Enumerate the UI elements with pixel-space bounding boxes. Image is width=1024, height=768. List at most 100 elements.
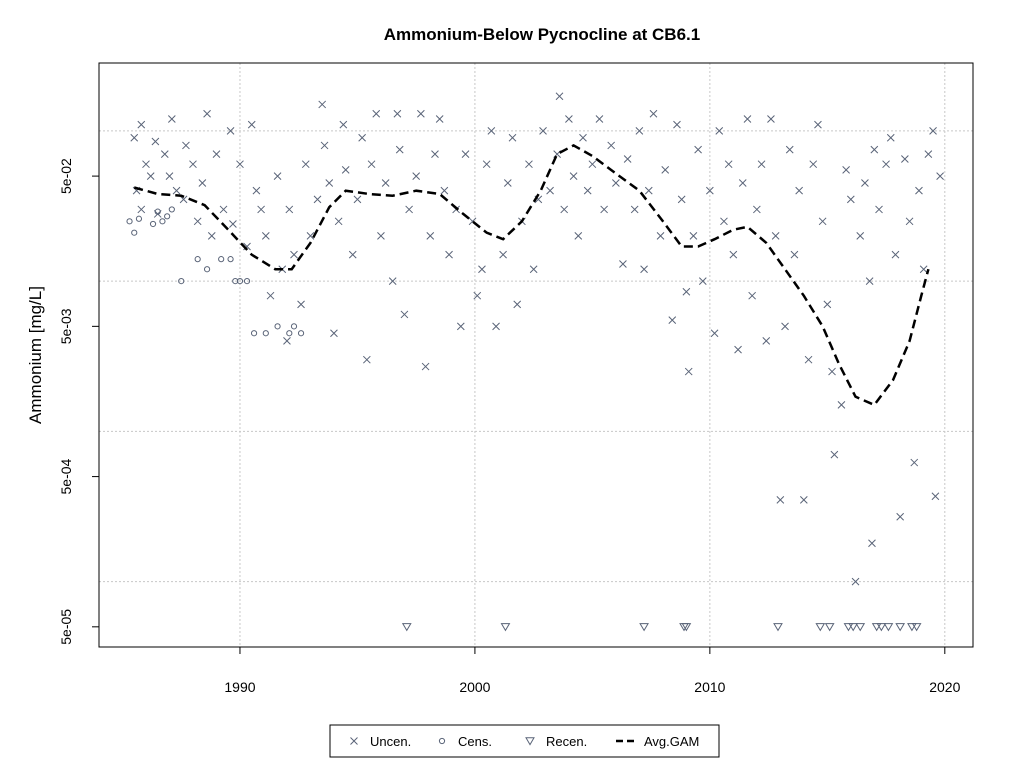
point-uncensored — [776, 496, 785, 504]
point-uncensored — [137, 120, 146, 129]
point-uncensored — [482, 160, 491, 169]
point-recensored — [681, 623, 692, 632]
point-censored — [290, 323, 298, 330]
point-uncensored — [362, 355, 371, 364]
point-uncensored — [619, 260, 627, 268]
point-uncensored — [781, 322, 789, 331]
point-uncensored — [182, 141, 190, 150]
point-uncensored — [724, 160, 733, 169]
point-uncensored — [167, 115, 176, 123]
point-uncensored — [257, 205, 265, 214]
point-uncensored — [508, 133, 517, 142]
point-uncensored — [910, 458, 919, 467]
point-uncensored — [555, 92, 564, 101]
point-uncensored — [492, 322, 500, 331]
point-uncensored — [560, 205, 569, 214]
point-uncensored — [334, 217, 343, 226]
point-recensored — [848, 623, 859, 632]
point-uncensored — [823, 300, 832, 309]
point-uncensored — [189, 160, 197, 169]
x-tick-label: 2010 — [694, 679, 725, 695]
legend-label: Recen. — [546, 734, 587, 749]
point-uncensored — [677, 195, 686, 204]
point-uncensored — [290, 250, 298, 259]
point-uncensored — [435, 115, 444, 123]
point-censored — [243, 278, 251, 285]
point-uncensored — [901, 155, 909, 163]
point-uncensored — [388, 277, 397, 285]
x-tick-label: 1990 — [224, 679, 255, 695]
x-axis: 1990 2000 2010 2020 — [224, 646, 961, 695]
point-uncensored — [738, 179, 747, 187]
point-uncensored — [207, 232, 216, 240]
point-censored — [131, 229, 138, 236]
point-recensored — [401, 623, 412, 632]
point-uncensored — [804, 355, 813, 364]
point-censored — [178, 278, 185, 285]
point-uncensored — [891, 250, 900, 259]
point-uncensored — [919, 265, 928, 274]
x-tick-label: 2000 — [459, 679, 490, 695]
point-uncensored — [729, 250, 738, 259]
point-uncensored — [297, 300, 305, 309]
point-recensored — [855, 623, 866, 632]
point-uncensored — [715, 127, 724, 135]
point-uncensored — [348, 250, 357, 259]
point-uncensored — [151, 137, 160, 146]
y-axis-label: Ammonium [mg/L] — [26, 286, 45, 424]
point-uncensored — [146, 172, 155, 180]
point-uncensored — [198, 179, 207, 187]
point-uncensored — [372, 109, 381, 118]
point-uncensored — [623, 155, 632, 163]
point-uncensored — [412, 172, 421, 180]
point-uncensored — [266, 291, 275, 300]
point-uncensored — [525, 160, 533, 169]
point-uncensored — [929, 127, 937, 135]
point-censored — [149, 220, 157, 228]
gam-line — [133, 143, 930, 407]
point-uncensored — [661, 166, 670, 174]
point-uncensored — [752, 205, 761, 214]
point-uncensored — [301, 160, 310, 169]
point-censored — [126, 218, 133, 225]
point-uncensored — [478, 265, 486, 274]
point-uncensored — [165, 172, 174, 180]
point-uncensored — [473, 291, 482, 300]
point-uncensored — [261, 232, 270, 240]
y-tick-label: 5e-05 — [58, 609, 74, 645]
point-censored — [286, 330, 293, 337]
point-censored — [194, 256, 201, 263]
point-uncensored — [837, 401, 846, 409]
point-censored — [297, 330, 305, 337]
legend-marker-uncensored — [350, 737, 358, 745]
point-uncensored — [734, 345, 742, 354]
point-uncensored — [283, 337, 291, 345]
data-points — [126, 92, 944, 632]
point-uncensored — [487, 127, 496, 135]
point-censored — [135, 215, 143, 222]
point-uncensored — [856, 232, 865, 240]
point-uncensored — [743, 115, 752, 123]
point-uncensored — [640, 265, 648, 274]
point-uncensored — [318, 100, 327, 109]
point-uncensored — [785, 145, 794, 154]
point-uncensored — [757, 160, 766, 169]
point-censored — [159, 218, 166, 225]
point-censored — [164, 213, 171, 220]
point-recensored — [871, 623, 882, 632]
point-uncensored — [644, 186, 653, 195]
point-uncensored — [694, 145, 702, 154]
point-uncensored — [799, 496, 808, 504]
legend-label: Cens. — [458, 734, 492, 749]
point-uncensored — [814, 120, 822, 129]
point-uncensored — [875, 205, 883, 214]
point-uncensored — [320, 141, 329, 150]
point-uncensored — [440, 186, 449, 195]
point-uncensored — [400, 310, 409, 319]
point-uncensored — [377, 232, 385, 240]
point-uncensored — [882, 160, 890, 169]
point-censored — [236, 278, 244, 285]
point-recensored — [639, 623, 649, 632]
point-uncensored — [130, 133, 139, 142]
